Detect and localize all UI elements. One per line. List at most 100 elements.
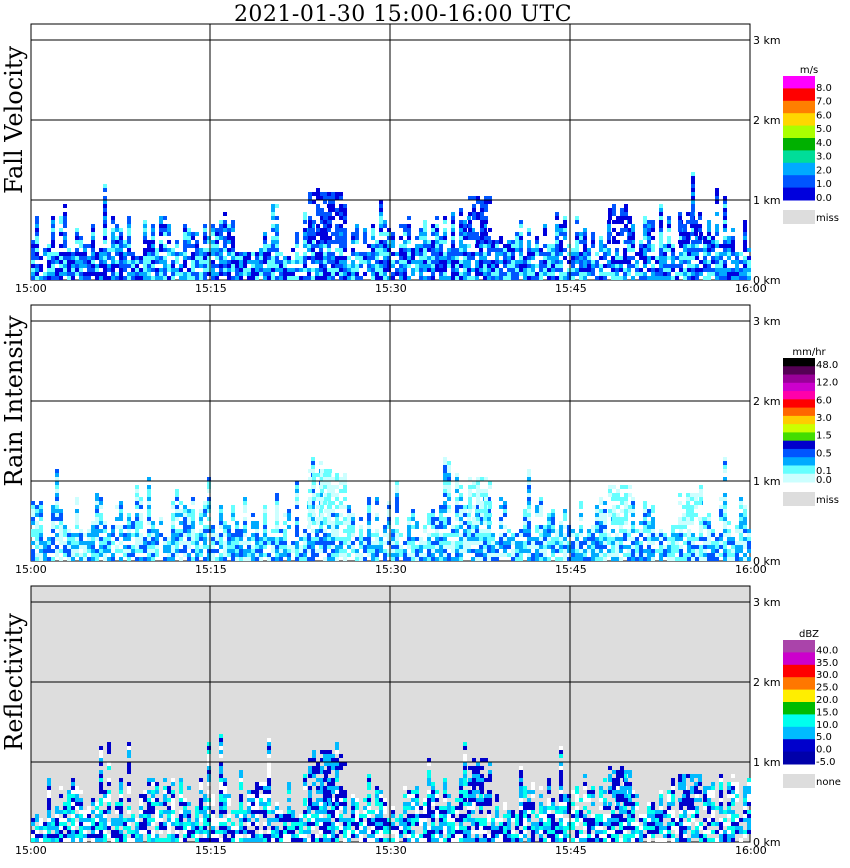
echo-cell	[243, 525, 247, 529]
echo-cell	[211, 794, 215, 798]
echo-cell	[559, 525, 563, 529]
echo-cell	[279, 553, 283, 557]
echo-cell	[159, 521, 163, 525]
echo-cell	[439, 248, 443, 252]
echo-cell	[631, 264, 635, 268]
echo-cell	[487, 252, 491, 256]
echo-cell	[479, 541, 483, 545]
echo-cell	[459, 513, 463, 517]
echo-cell	[595, 264, 599, 268]
echo-cell	[731, 244, 735, 248]
echo-cell	[115, 276, 119, 280]
echo-cell	[211, 541, 215, 545]
echo-cell	[55, 481, 59, 485]
echo-cell	[251, 525, 255, 529]
echo-cell	[183, 549, 187, 553]
echo-cell	[591, 260, 595, 264]
echo-cell	[35, 216, 39, 220]
echo-cell	[271, 818, 275, 822]
echo-cell	[203, 810, 207, 814]
echo-cell	[223, 248, 227, 252]
echo-cell	[619, 529, 623, 533]
echo-cell	[443, 260, 447, 264]
echo-cell	[107, 276, 111, 280]
echo-cell	[347, 529, 351, 533]
echo-cell	[219, 746, 223, 750]
echo-cell	[423, 240, 427, 244]
echo-cell	[651, 248, 655, 252]
echo-cell	[747, 545, 751, 549]
echo-cell	[315, 553, 319, 557]
echo-cell	[671, 541, 675, 545]
echo-cell	[127, 750, 131, 754]
echo-field	[31, 734, 751, 842]
echo-cell	[639, 240, 643, 244]
echo-cell	[95, 553, 99, 557]
echo-cell	[367, 525, 371, 529]
echo-cell	[639, 545, 643, 549]
echo-cell	[279, 818, 283, 822]
echo-cell	[583, 272, 587, 276]
echo-cell	[455, 549, 459, 553]
echo-cell	[455, 473, 459, 477]
echo-cell	[243, 505, 247, 509]
echo-cell	[135, 557, 139, 561]
echo-cell	[699, 489, 703, 493]
echo-cell	[623, 533, 627, 537]
echo-cell	[63, 525, 67, 529]
echo-cell	[163, 232, 167, 236]
echo-cell	[219, 826, 223, 830]
echo-cell	[167, 826, 171, 830]
echo-cell	[287, 553, 291, 557]
echo-cell	[83, 814, 87, 818]
echo-cell	[99, 802, 103, 806]
echo-cell	[143, 276, 147, 280]
echo-cell	[455, 252, 459, 256]
echo-cell	[320, 505, 324, 509]
echo-cell	[331, 814, 335, 818]
echo-cell	[55, 485, 59, 489]
echo-cell	[659, 248, 663, 252]
echo-cell	[127, 529, 131, 533]
echo-cell	[431, 549, 435, 553]
echo-cell	[91, 248, 95, 252]
echo-cell	[231, 822, 235, 826]
echo-cell	[311, 818, 315, 822]
echo-cell	[55, 513, 59, 517]
echo-cell	[431, 256, 435, 260]
echo-cell	[275, 525, 279, 529]
echo-cell	[287, 276, 291, 280]
echo-cell	[616, 521, 620, 525]
echo-cell	[395, 834, 399, 838]
echo-cell	[135, 260, 139, 264]
echo-cell	[423, 236, 427, 240]
echo-cell	[371, 557, 375, 561]
echo-cell	[59, 525, 63, 529]
echo-cell	[479, 533, 483, 537]
echo-cell	[487, 517, 491, 521]
echo-cell	[99, 549, 103, 553]
echo-cell	[111, 557, 115, 561]
echo-cell	[231, 537, 235, 541]
echo-cell	[303, 256, 307, 260]
echo-cell	[367, 513, 371, 517]
echo-cell	[443, 272, 447, 276]
echo-cell	[103, 822, 107, 826]
echo-cell	[331, 192, 335, 196]
echo-cell	[343, 212, 347, 216]
echo-cell	[39, 256, 43, 260]
echo-cell	[327, 505, 331, 509]
echo-cell	[327, 493, 331, 497]
echo-cell	[155, 553, 159, 557]
echo-cell	[263, 814, 267, 818]
echo-cell	[715, 276, 719, 280]
echo-cell	[359, 545, 363, 549]
echo-cell	[151, 806, 155, 810]
echo-cell	[223, 834, 227, 838]
echo-cell	[187, 509, 191, 513]
echo-cell	[690, 232, 694, 236]
echo-cell	[327, 810, 331, 814]
echo-cell	[259, 553, 263, 557]
echo-cell	[55, 276, 59, 280]
